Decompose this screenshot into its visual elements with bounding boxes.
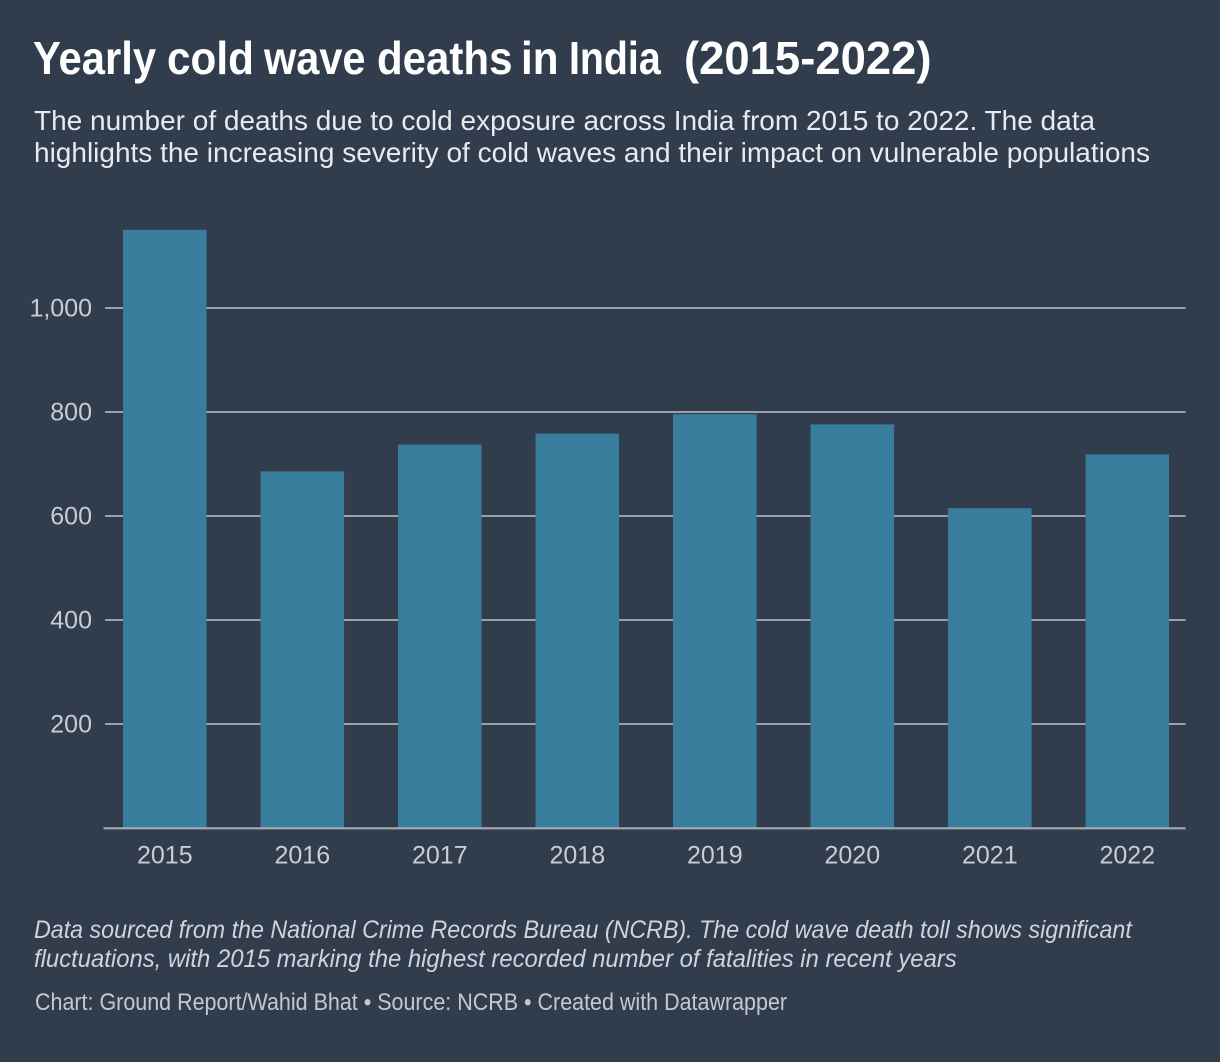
svg-text:2017: 2017 [412,842,468,870]
svg-text:2022: 2022 [1099,842,1155,870]
svg-text:2019: 2019 [687,842,743,870]
svg-text:2016: 2016 [274,842,330,870]
svg-text:2020: 2020 [824,842,880,870]
svg-text:800: 800 [50,399,92,427]
svg-text:200: 200 [50,711,92,739]
svg-text:1,000: 1,000 [29,295,92,323]
svg-text:600: 600 [50,503,92,531]
svg-text:2021: 2021 [962,842,1018,870]
svg-text:2018: 2018 [549,842,605,870]
svg-text:400: 400 [50,607,92,635]
svg-text:2015: 2015 [137,842,193,870]
